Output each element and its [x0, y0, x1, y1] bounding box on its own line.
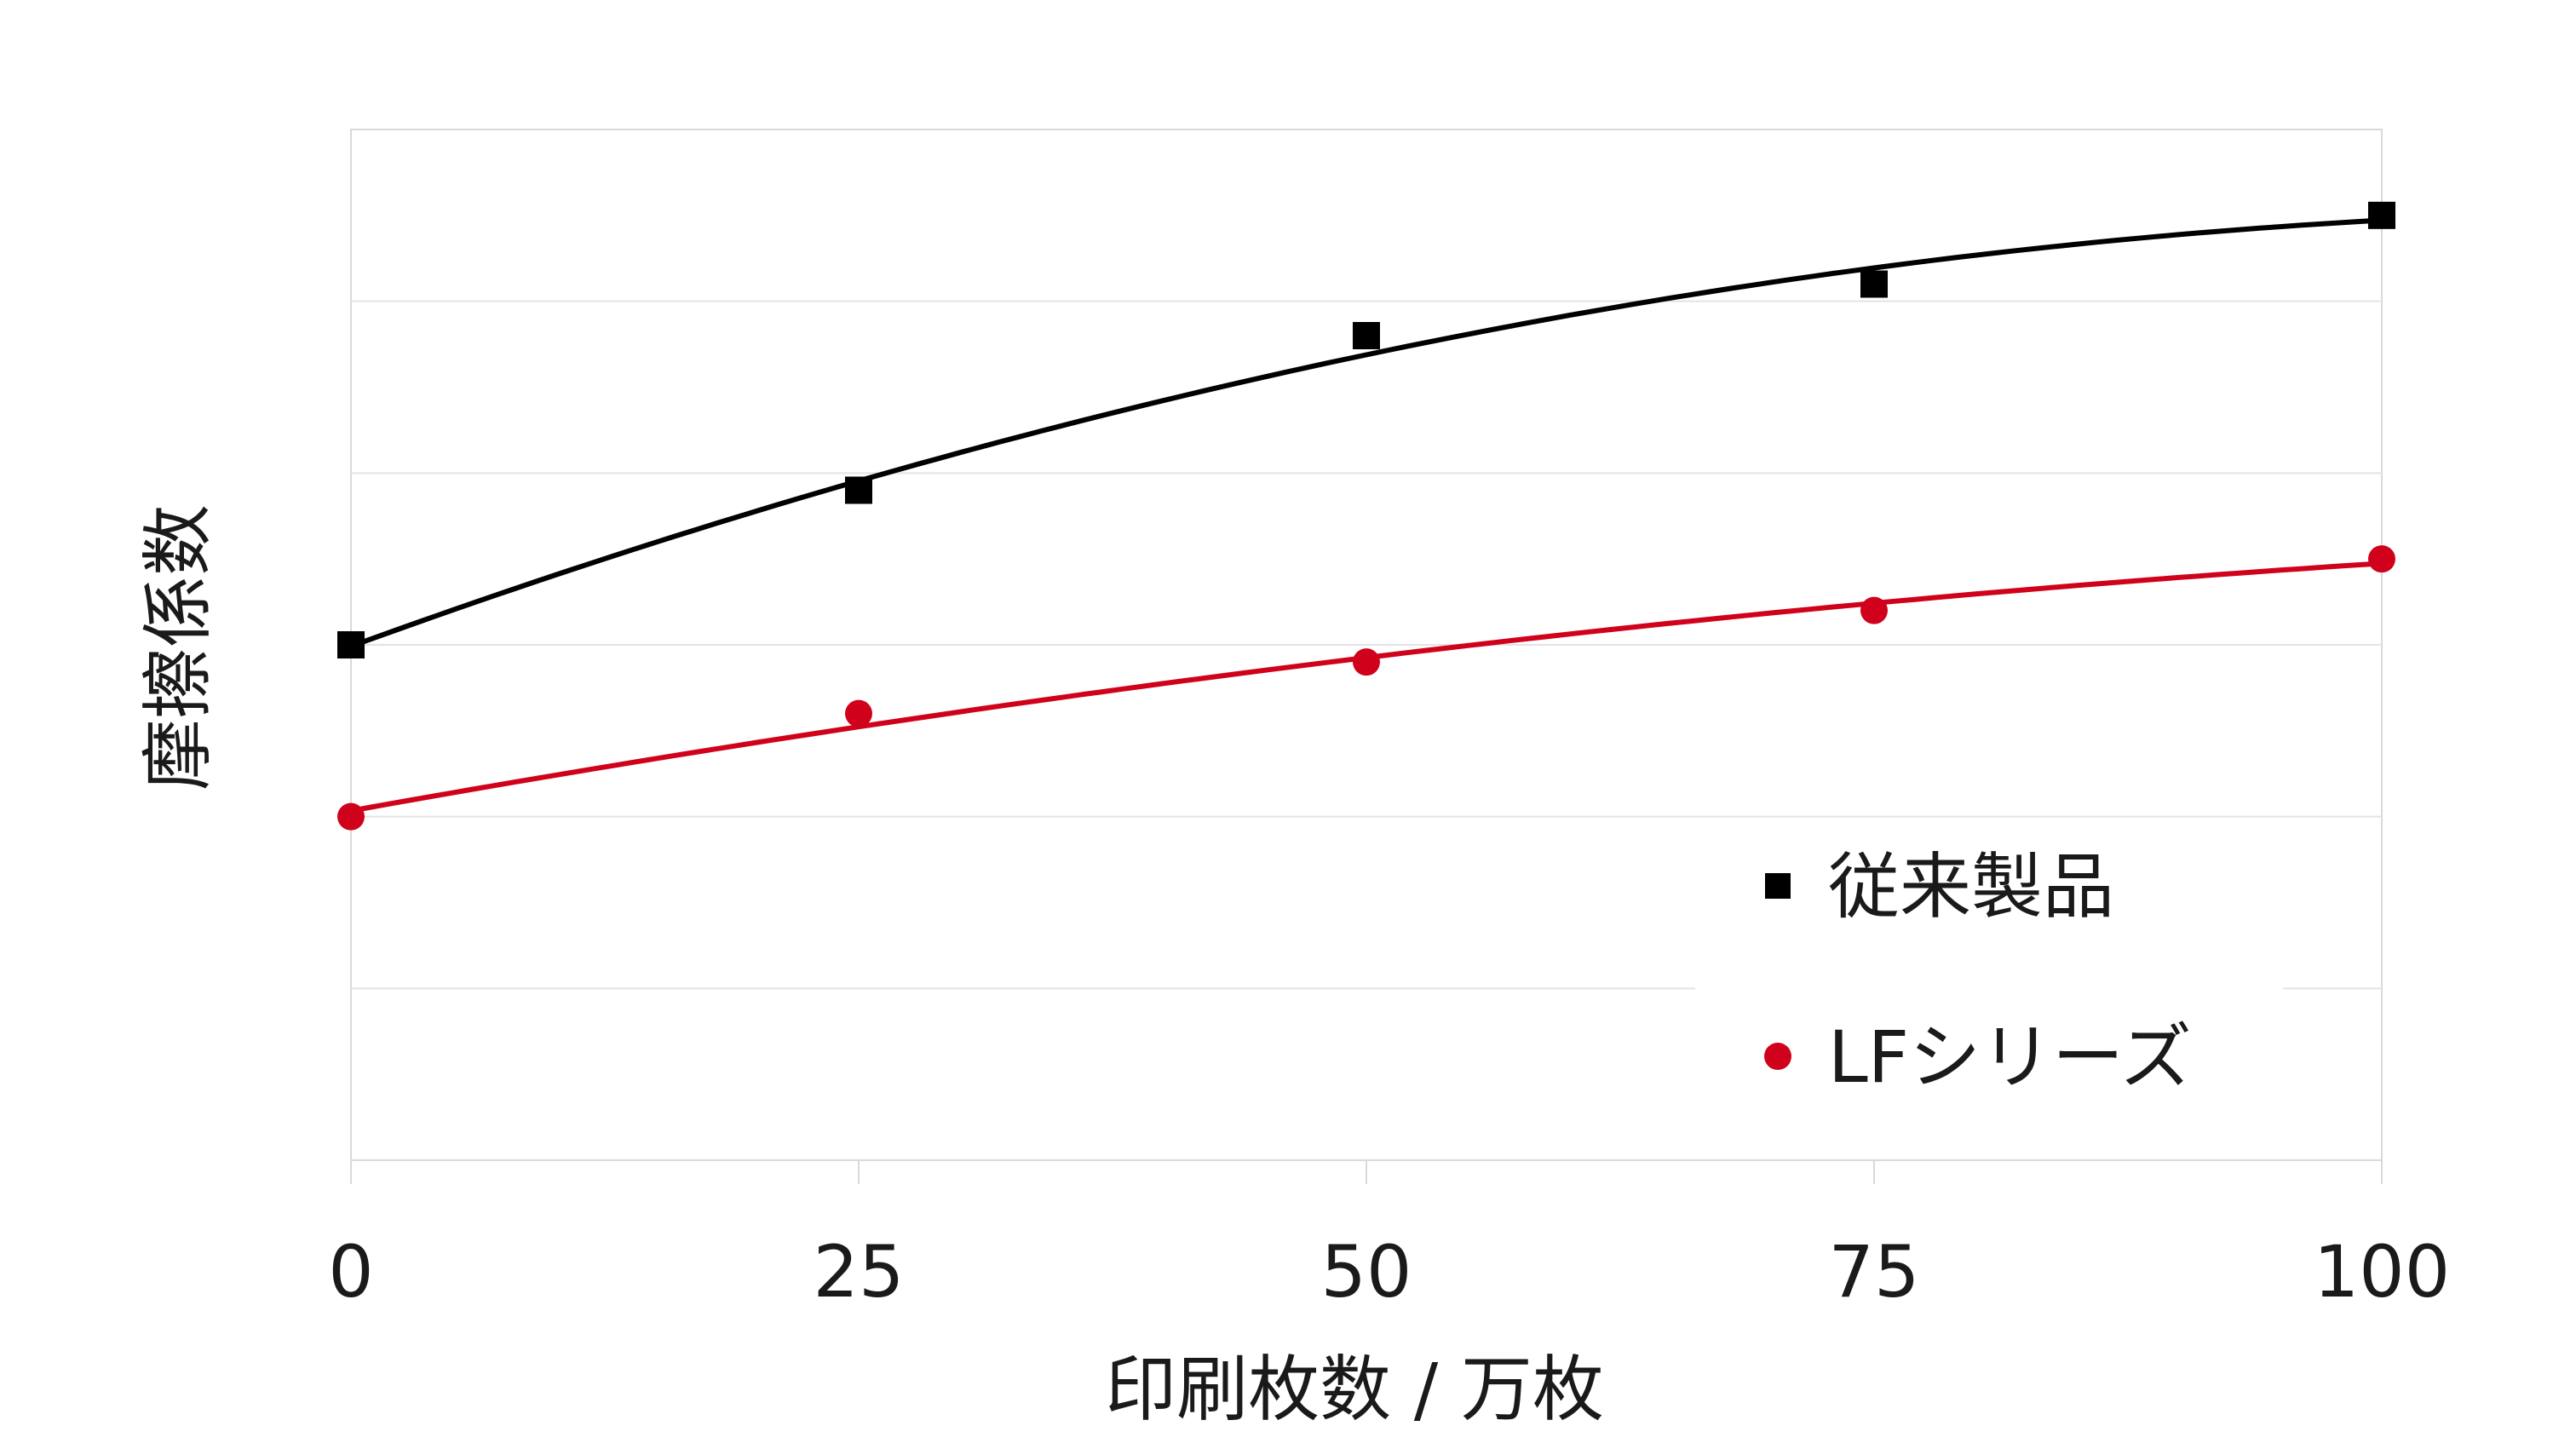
- data-point-circle: [1860, 596, 1888, 624]
- legend-label: LFシリーズ: [1828, 1015, 2192, 1099]
- data-point-circle: [845, 699, 872, 727]
- data-point-square: [845, 476, 872, 504]
- plot-area: [337, 129, 2395, 1184]
- x-tick-label: 75: [1829, 1230, 1920, 1314]
- data-point-square: [2368, 201, 2395, 229]
- trendline: [349, 217, 2383, 649]
- legend-label: 従来製品: [1828, 845, 2114, 929]
- data-point-circle: [2368, 545, 2395, 573]
- data-point-square: [1353, 322, 1380, 349]
- data-point-square: [337, 631, 365, 658]
- y-axis-title: 摩擦係数: [136, 504, 220, 791]
- legend-marker-square: [1765, 873, 1791, 899]
- x-axis-title: 印刷枚数 / 万枚: [1105, 1348, 1604, 1431]
- legend-marker-circle: [1764, 1043, 1791, 1070]
- x-tick-label: 100: [2314, 1230, 2450, 1314]
- x-tick-marks: [350, 1160, 2383, 1184]
- trendline: [350, 561, 2383, 814]
- legend: 従来製品 LFシリーズ: [1695, 818, 2283, 1107]
- trendlines: [349, 217, 2383, 814]
- x-tick-label: 25: [814, 1230, 905, 1314]
- data-point-circle: [1353, 648, 1380, 676]
- x-tick-labels: 0 25 50 75 100: [328, 1230, 2450, 1314]
- data-markers: [337, 201, 2395, 831]
- legend-background: [1695, 818, 2283, 1107]
- data-point-circle: [337, 802, 365, 831]
- x-tick-label: 0: [328, 1230, 373, 1314]
- data-point-square: [1860, 270, 1888, 298]
- x-tick-label: 50: [1321, 1230, 1412, 1314]
